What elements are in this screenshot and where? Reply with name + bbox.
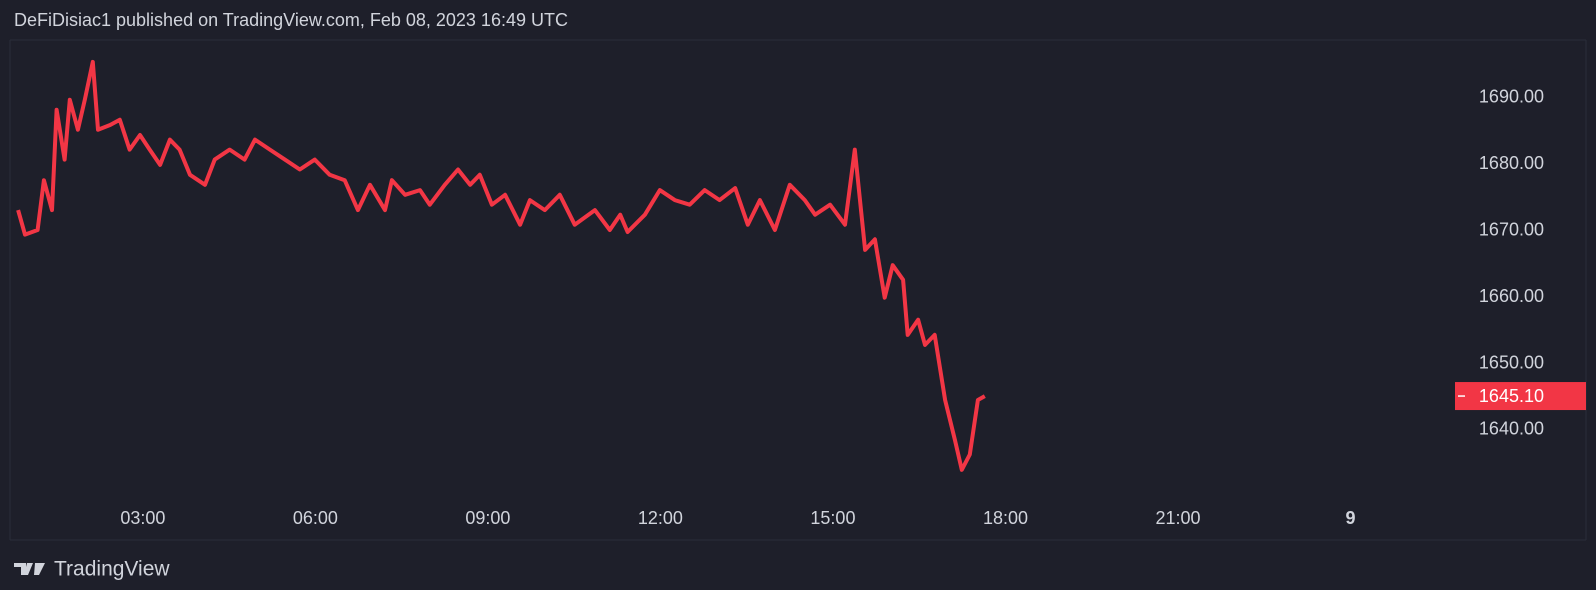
price-line	[16, 59, 986, 472]
y-tick-label: 1690.00	[1479, 87, 1544, 107]
last-price-label: 1645.10	[1479, 386, 1544, 406]
y-tick-label: 1680.00	[1479, 153, 1544, 173]
x-tick-label: 9	[1346, 508, 1356, 528]
footer-brand: TradingView	[54, 558, 170, 581]
x-tick-label: 03:00	[120, 508, 165, 528]
header-title: DeFiDisiac1 published on TradingView.com…	[14, 10, 568, 30]
x-tick-label: 21:00	[1155, 508, 1200, 528]
y-tick-label: 1670.00	[1479, 219, 1544, 239]
logo-mark	[14, 563, 45, 575]
x-tick-label: 09:00	[465, 508, 510, 528]
last-price-box	[1455, 382, 1586, 411]
y-tick-label: 1650.00	[1479, 352, 1544, 372]
x-tick-label: 18:00	[983, 508, 1028, 528]
y-tick-label: 1660.00	[1479, 286, 1544, 306]
logo	[14, 563, 45, 575]
x-tick-label: 15:00	[810, 508, 855, 528]
x-tick-label: 06:00	[293, 508, 338, 528]
x-tick-label: 12:00	[638, 508, 683, 528]
y-tick-label: 1640.00	[1479, 419, 1544, 439]
